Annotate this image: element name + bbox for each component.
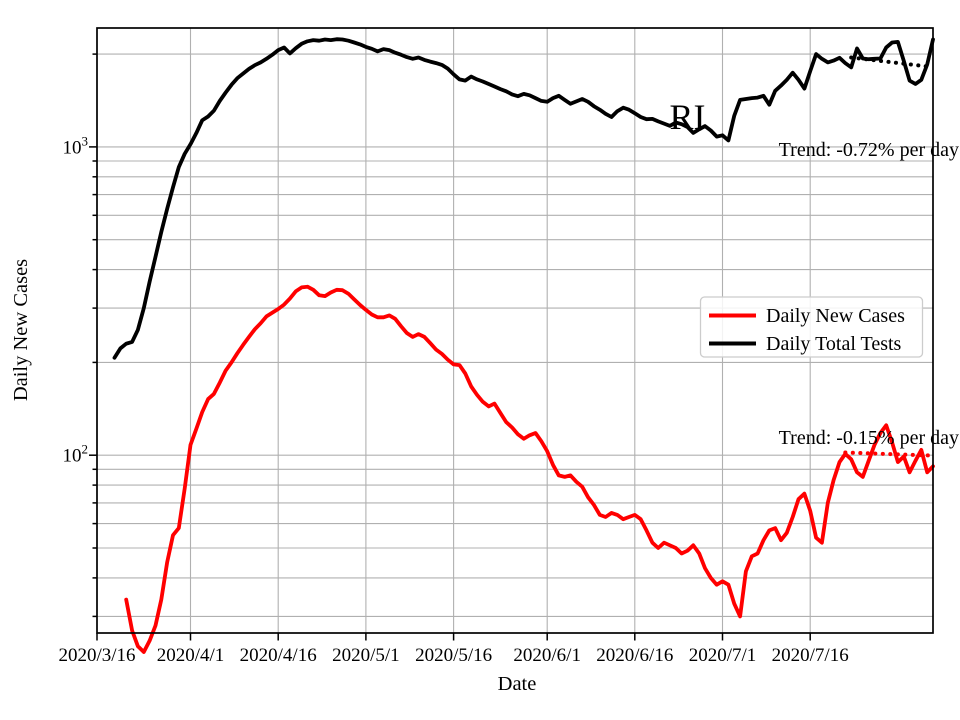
axis-tick-labels: 2020/3/16 2020/4/1 2020/4/16 2020/5/1 2020/5…	[58, 133, 848, 666]
legend: Daily New Cases Daily Total Tests	[699, 296, 924, 358]
state-annotation-label: RI	[670, 97, 706, 137]
y-axis-label: Daily New Cases	[10, 259, 32, 401]
x-tick-label-5: 2020/6/1	[513, 645, 581, 666]
x-tick-label-6: 2020/6/16	[596, 645, 673, 666]
daily-total-tests-line	[112, 37, 935, 360]
x-tick-label-8: 2020/7/16	[772, 645, 849, 666]
x-tick-label-4: 2020/5/16	[415, 645, 492, 666]
cases-trend-label: Trend: -0.15% per day	[779, 427, 959, 449]
cases-trend-dotted-line	[843, 450, 935, 458]
x-tick-label-0: 2020/3/16	[58, 645, 135, 666]
legend-label-daily-new-cases: Daily New Cases	[766, 305, 905, 327]
x-tick-label-2: 2020/4/16	[240, 645, 317, 666]
y-tick-label-0: 102	[63, 442, 89, 467]
legend-label-daily-total-tests: Daily Total Tests	[766, 333, 902, 355]
x-axis-label: Date	[498, 673, 537, 695]
x-tick-label-7: 2020/7/1	[689, 645, 757, 666]
y-tick-label-1: 103	[63, 133, 89, 158]
x-tick-label-3: 2020/5/1	[332, 645, 400, 666]
axis-ticks	[89, 53, 811, 641]
gridlines	[96, 28, 933, 633]
x-tick-label-1: 2020/4/1	[157, 645, 225, 666]
daily-new-cases-line	[124, 284, 935, 654]
plot-border	[96, 27, 934, 634]
tests-trend-dotted-line	[849, 55, 935, 70]
tests-trend-label: Trend: -0.72% per day	[779, 139, 959, 161]
